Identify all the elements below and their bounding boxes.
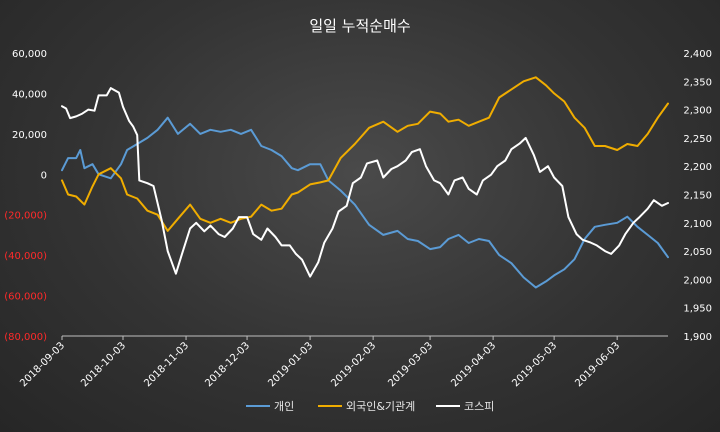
- legend-label: 개인: [274, 400, 294, 413]
- left-tick-label: 20,000: [12, 130, 47, 141]
- series-line-2: [61, 87, 669, 278]
- right-tick-label: 2,350: [683, 77, 712, 88]
- x-tick-label: 2019-02-03: [329, 340, 378, 389]
- left-tick-label: (80,000): [4, 332, 47, 343]
- right-tick-label: 2,050: [683, 247, 712, 258]
- chart-title: 일일 누적순매수: [309, 17, 410, 35]
- plot-lines: [61, 76, 669, 289]
- right-tick-label: 2,200: [683, 162, 712, 173]
- x-tick-label: 2019-03-03: [386, 340, 435, 389]
- x-tick-label: 2018-09-03: [18, 340, 67, 389]
- right-tick-label: 1,900: [683, 332, 712, 343]
- right-tick-label: 2,250: [683, 134, 712, 145]
- x-axis: 2018-09-03 2018-10-03 2018-11-03 2018-12-03…: [18, 335, 668, 389]
- left-axis: 60,000 40,000 20,000 0 (20,000) (40,000) (60,0…: [4, 49, 47, 343]
- right-tick-label: 1,950: [683, 304, 712, 315]
- right-tick-label: 2,400: [683, 49, 712, 60]
- left-tick-label: 40,000: [12, 89, 47, 100]
- x-tick-label: 2019-01-03: [266, 340, 315, 389]
- right-tick-label: 2,150: [683, 191, 712, 202]
- left-tick-label: 0: [41, 170, 47, 181]
- series-line-1: [61, 76, 669, 232]
- x-tick-label: 2018-12-03: [203, 340, 252, 389]
- x-tick-label: 2018-10-03: [79, 340, 128, 389]
- x-tick-label: 2019-04-03: [449, 340, 498, 389]
- left-tick-label: (40,000): [4, 251, 47, 262]
- left-tick-label: 60,000: [12, 49, 47, 60]
- legend-label: 외국인&기관계: [346, 400, 415, 413]
- right-tick-label: 2,300: [683, 106, 712, 117]
- x-tick-label: 2018-11-03: [142, 340, 191, 389]
- series-line-0: [61, 116, 669, 289]
- right-axis: 2,400 2,350 2,300 2,250 2,200 2,150 2,100 2,050…: [683, 49, 712, 343]
- left-tick-label: (20,000): [4, 211, 47, 222]
- x-tick-label: 2019-06-03: [573, 340, 622, 389]
- right-tick-label: 2,000: [683, 275, 712, 286]
- x-tick-label: 2019-05-03: [510, 340, 559, 389]
- left-tick-label: (60,000): [4, 292, 47, 303]
- legend-label: 코스피: [464, 400, 494, 413]
- right-tick-label: 2,100: [683, 219, 712, 230]
- legend: 개인 외국인&기관계 코스피: [246, 400, 494, 413]
